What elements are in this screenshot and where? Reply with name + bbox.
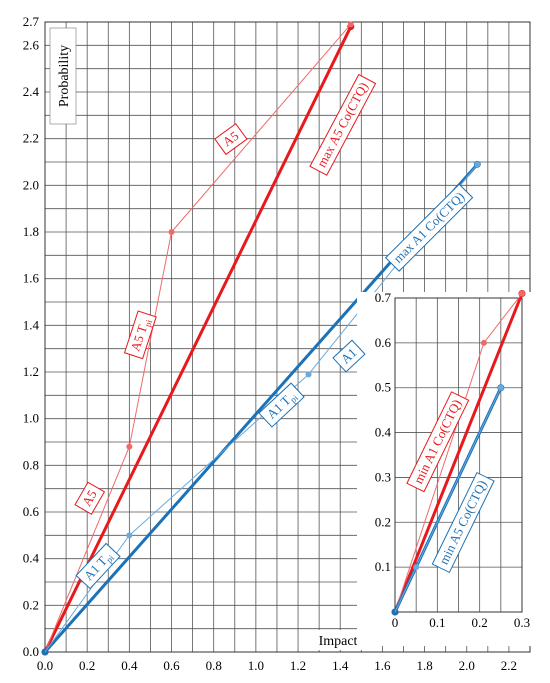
y-tick-label: 1.8 xyxy=(23,224,39,239)
inset-frame xyxy=(394,297,523,613)
x-axis-title: Impact xyxy=(319,634,358,649)
inset-y-tick-label: 0.6 xyxy=(375,335,392,350)
annotation-a1_upper: A1 xyxy=(332,339,366,373)
y-tick-label: 0.4 xyxy=(23,551,40,566)
annotation-label: max A1 Co(CTQ) xyxy=(390,189,467,266)
x-tick-label: 1.6 xyxy=(374,658,391,673)
inset-x-tick-label: 0.1 xyxy=(429,615,445,630)
inset-y-tick-label: 0.7 xyxy=(375,290,392,305)
inset-x-tick-label: 0.2 xyxy=(472,615,488,630)
y-tick-label: 1.6 xyxy=(23,271,40,286)
annotation-box xyxy=(75,542,121,590)
inset-series-min_a5_pts xyxy=(394,384,504,613)
inset-y-tick-label: 0.1 xyxy=(375,559,391,574)
y-tick-label: 2.6 xyxy=(23,37,40,52)
y-axis-title: Probability xyxy=(57,45,72,107)
annotation-box xyxy=(123,310,157,360)
y-tick-label: 0.2 xyxy=(23,597,39,612)
series-segment xyxy=(483,293,523,344)
x-tick-label: 0.8 xyxy=(206,658,222,673)
inset-y-tick-label: 0.5 xyxy=(375,380,391,395)
y-tick-label: 2.0 xyxy=(23,177,39,192)
x-tick-label: 0.4 xyxy=(121,658,138,673)
annotation-label: A5 xyxy=(79,487,100,508)
annotation-box xyxy=(258,382,305,428)
x-tick-label: 0.2 xyxy=(79,658,95,673)
annotation-box xyxy=(309,73,377,176)
inset-y-tick-label: 0.3 xyxy=(375,469,391,484)
y-axis-title-box xyxy=(49,27,77,125)
inset-series-min_a1_pts xyxy=(394,290,525,613)
series-a5_pts xyxy=(44,21,354,653)
data-point xyxy=(347,21,354,28)
annotation-label: max A5 Co(CTQ) xyxy=(314,80,371,170)
y-tick-label: 0.6 xyxy=(23,504,40,519)
series-segment xyxy=(394,566,417,613)
x-tick-label: 2.2 xyxy=(501,658,517,673)
y-tick-label: 2.2 xyxy=(23,131,39,146)
y-tick-label: 2.4 xyxy=(23,84,40,99)
series-a5_max xyxy=(41,23,355,656)
data-point xyxy=(474,161,481,168)
annotation-box xyxy=(332,339,366,373)
y-tick-label: 1.4 xyxy=(23,317,40,332)
series-segment xyxy=(44,446,130,653)
inset-y-tick-label: 0.2 xyxy=(375,514,391,529)
data-point xyxy=(126,443,133,450)
annotation-a1_max_label: max A1 Co(CTQ) xyxy=(384,183,474,272)
inset-background xyxy=(357,292,534,646)
x-tick-label: 1.8 xyxy=(416,658,432,673)
y-tick-label: 0.0 xyxy=(23,644,39,659)
x-tick-label: 1.0 xyxy=(248,658,264,673)
y-tick-label: 1.2 xyxy=(23,364,39,379)
data-point xyxy=(168,229,175,235)
x-tick-label: 0.0 xyxy=(37,658,53,673)
x-tick-label: 2.0 xyxy=(459,658,475,673)
data-point xyxy=(480,339,487,346)
series-segment xyxy=(415,387,502,568)
inset-x-tick-label: 0.3 xyxy=(514,615,530,630)
inset-y-tick-label: 0.4 xyxy=(375,425,392,440)
data-point xyxy=(413,564,420,571)
x-tick-label: 1.2 xyxy=(290,658,306,673)
series-segment xyxy=(394,342,485,613)
y-tick-label: 2.7 xyxy=(23,14,40,29)
data-point xyxy=(126,532,133,539)
series-segment xyxy=(393,292,524,613)
series-segment xyxy=(43,26,353,653)
data-point xyxy=(305,371,312,378)
x-tick-label: 0.6 xyxy=(163,658,180,673)
series-segment xyxy=(171,24,352,233)
annotation-a5_lower: A5 xyxy=(74,481,106,515)
x-tick-label: 1.4 xyxy=(332,658,349,673)
x-axis-title-box xyxy=(308,630,370,650)
annotation-box xyxy=(74,481,106,515)
y-tick-label: 1.0 xyxy=(23,411,39,426)
data-point xyxy=(497,384,504,391)
annotation-box xyxy=(214,123,248,156)
annotation-box xyxy=(406,391,470,493)
inset-x-tick-label: 0 xyxy=(392,615,399,630)
annotation-box xyxy=(384,183,474,272)
y-tick-label: 0.8 xyxy=(23,457,39,472)
annotation-box xyxy=(431,471,495,574)
annotation-a5_upper: A5 xyxy=(214,123,248,156)
series-segment xyxy=(128,231,173,447)
data-point xyxy=(519,290,525,297)
